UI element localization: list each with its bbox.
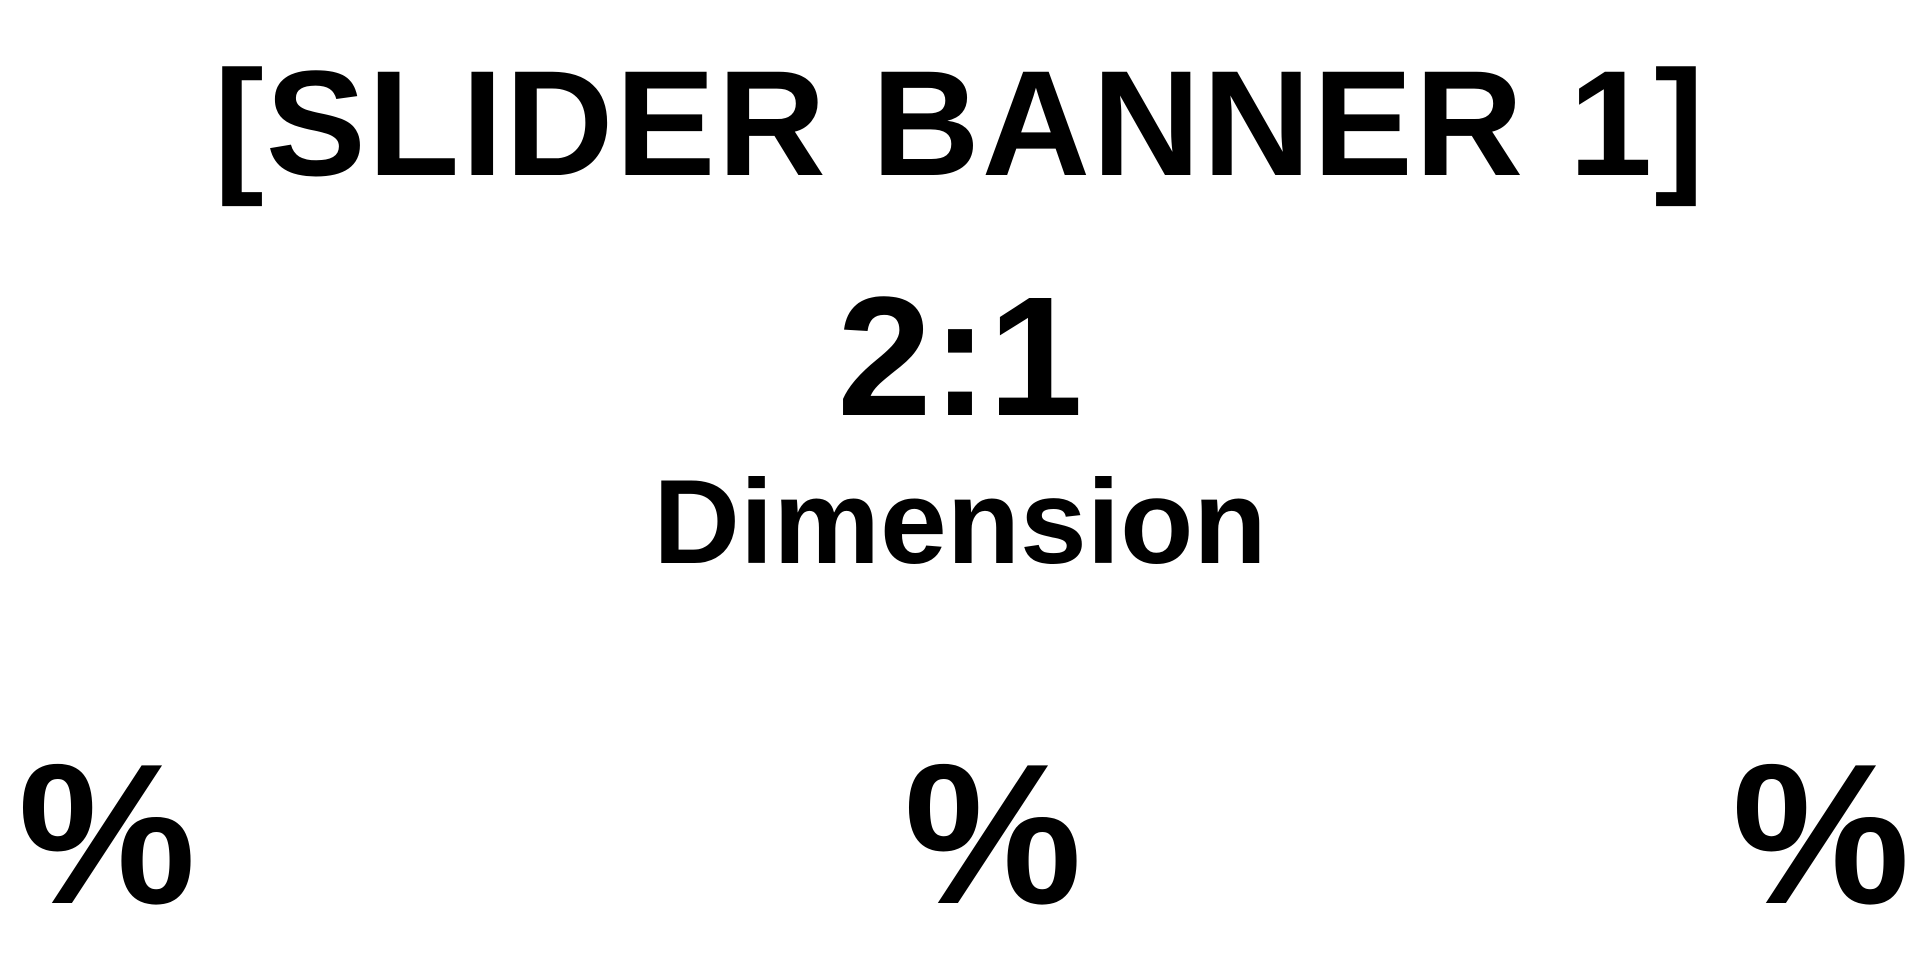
percent-marker-center: % [904,723,1082,946]
dimension-label: Dimension [653,455,1267,589]
percent-marker-left: % [18,723,196,946]
percent-marker-right: % [1732,723,1910,946]
banner-title: [SLIDER BANNER 1] [213,39,1707,207]
aspect-ratio-label: 2:1 [837,262,1083,452]
